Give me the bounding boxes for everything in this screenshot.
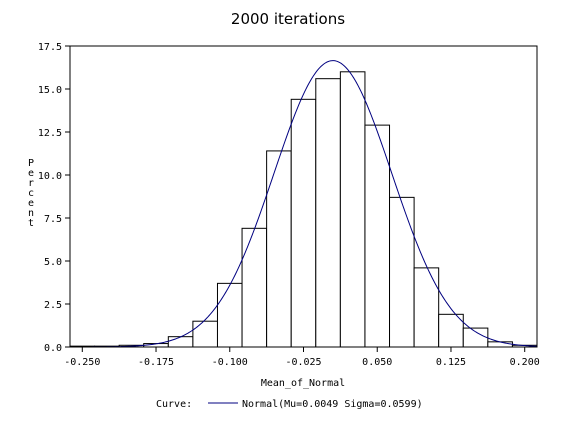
chart-title: 2000 iterations [231,10,345,28]
y-tick-label: 15.0 [38,85,62,96]
histogram-bar [413,267,440,348]
histogram-bar [266,150,292,348]
y-tick-label: 7.5 [44,214,62,225]
x-axis-label: Mean_of_Normal [261,378,345,389]
y-axis: 0.0 2.5 5.0 7.5 10.0 12.5 15.0 17.5 [38,42,70,354]
histogram-bar [216,282,243,348]
histogram-bar [364,124,391,348]
histogram-bar [315,78,341,348]
histogram-bar [241,227,268,348]
y-tick-label: 0.0 [44,343,62,354]
histogram-bar [462,327,489,348]
histogram-bar [290,98,317,348]
y-tick-label: 10.0 [38,171,62,182]
x-axis: -0.250 -0.175 -0.100 -0.025 0.050 0.125 0.200 [64,347,540,368]
x-tick-label: -0.175 [138,357,174,368]
legend: Curve: Normal(Mu=0.0049 Sigma=0.0599) [156,399,423,410]
x-tick-label: -0.025 [285,357,321,368]
y-tick-label: 17.5 [38,42,62,53]
histogram-bar [389,196,415,348]
histogram-bars [69,71,538,348]
histogram-bar [339,71,366,348]
histogram-bar [167,336,194,348]
histogram-bar [487,341,513,348]
x-tick-label: 0.125 [436,357,466,368]
x-tick-label: -0.100 [212,357,248,368]
x-tick-label: 0.200 [510,357,540,368]
histogram-bar [192,320,218,348]
x-tick-label: -0.250 [64,357,100,368]
x-tick-label: 0.050 [362,357,392,368]
y-tick-label: 5.0 [44,257,62,268]
y-tick-label: 2.5 [44,300,62,311]
legend-entry: Normal(Mu=0.0049 Sigma=0.0599) [242,399,423,410]
normal-curve [70,60,538,348]
legend-label: Curve: [156,399,192,410]
y-tick-label: 12.5 [38,128,62,139]
